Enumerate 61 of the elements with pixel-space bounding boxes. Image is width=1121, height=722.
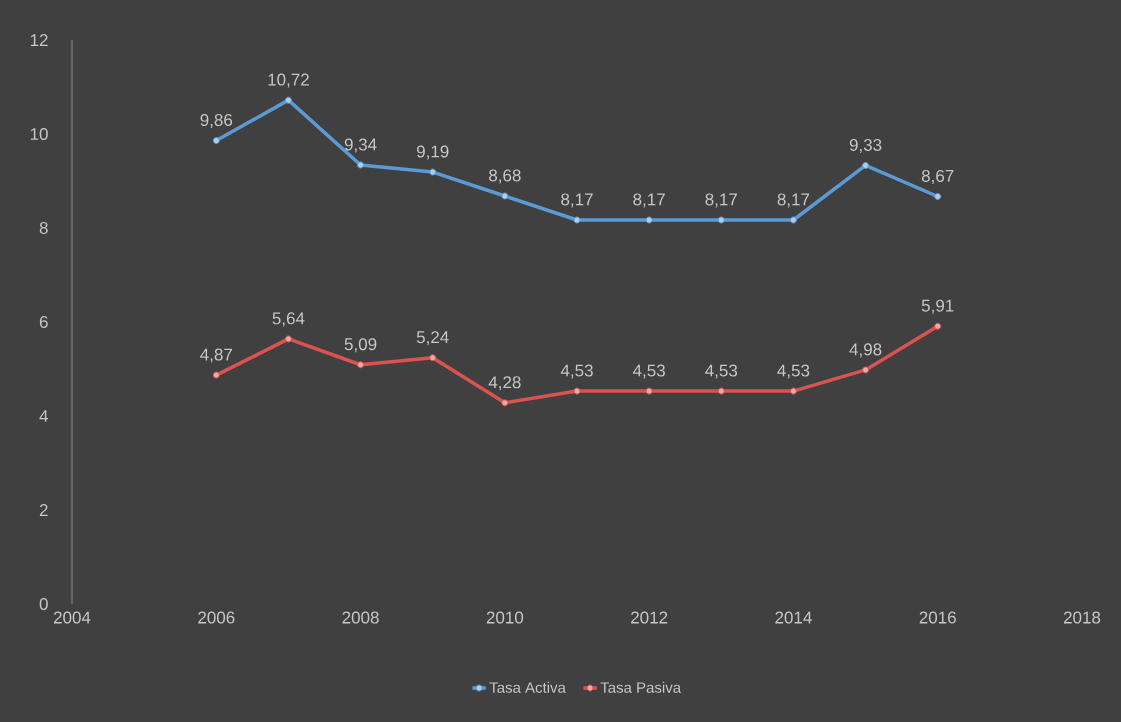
- point: [789, 216, 797, 224]
- x-tick-label: 2016: [919, 611, 956, 624]
- data-label: 8,68: [489, 169, 521, 184]
- data-label: 9,34: [344, 138, 377, 153]
- data-label: 8,17: [705, 193, 737, 208]
- point: [429, 354, 437, 362]
- x-tick-label: 2006: [198, 611, 235, 624]
- y-tick-label: 2: [39, 504, 48, 516]
- point: [934, 193, 942, 200]
- x-tick-label: 2018: [1063, 611, 1101, 624]
- data-label: 8,17: [633, 193, 665, 208]
- point: [212, 137, 220, 145]
- data-label: 8,17: [561, 193, 593, 208]
- point: [717, 387, 725, 395]
- y-tick-label: 6: [39, 315, 48, 329]
- y-tick-label: 12: [30, 34, 48, 46]
- point: [501, 399, 509, 407]
- data-label: 9,19: [416, 145, 449, 160]
- data-label: 5,91: [921, 299, 954, 314]
- data-label: 5,24: [416, 331, 449, 346]
- legend-label: Tasa Pasiva: [600, 681, 682, 693]
- point: [934, 322, 942, 330]
- point: [429, 168, 437, 176]
- point: [573, 387, 581, 395]
- point: [357, 161, 365, 169]
- data-label: 4,87: [200, 348, 232, 363]
- x-tick-label: 2008: [342, 611, 379, 624]
- data-label: 10,72: [268, 73, 309, 88]
- point: [212, 371, 220, 379]
- point: [862, 161, 870, 169]
- point: [789, 387, 797, 395]
- point: [862, 366, 870, 374]
- point: [284, 96, 292, 104]
- data-label: 9,33: [849, 138, 882, 153]
- data-label: 4,98: [849, 343, 882, 358]
- data-label: 4,53: [705, 364, 738, 379]
- x-tick-label: 2010: [486, 611, 524, 624]
- x-tick-label: 2012: [631, 611, 668, 624]
- data-label: 4,53: [632, 364, 665, 379]
- data-label: 5,64: [272, 312, 305, 327]
- y-tick-label: 0: [39, 597, 48, 611]
- data-label: 8,17: [777, 193, 810, 208]
- data-label: 4,28: [488, 376, 521, 391]
- point: [501, 192, 509, 200]
- x-tick-label: 2014: [775, 611, 812, 624]
- data-label: 4,53: [560, 364, 593, 379]
- legend-label: Tasa Activa: [489, 681, 566, 693]
- point: [284, 335, 292, 343]
- y-tick-label: 4: [39, 410, 48, 422]
- point: [357, 361, 365, 369]
- data-label: 5,09: [344, 338, 377, 353]
- point: [645, 387, 653, 395]
- data-label: 8,67: [921, 169, 954, 184]
- point: [717, 216, 725, 224]
- x-tick-label: 2004: [53, 611, 91, 624]
- data-label: 9,86: [200, 113, 233, 129]
- y-tick-label: 10: [30, 127, 48, 141]
- point: [645, 216, 653, 224]
- point: [573, 216, 581, 224]
- data-label: 4,53: [777, 364, 810, 379]
- y-tick-label: 8: [39, 221, 48, 235]
